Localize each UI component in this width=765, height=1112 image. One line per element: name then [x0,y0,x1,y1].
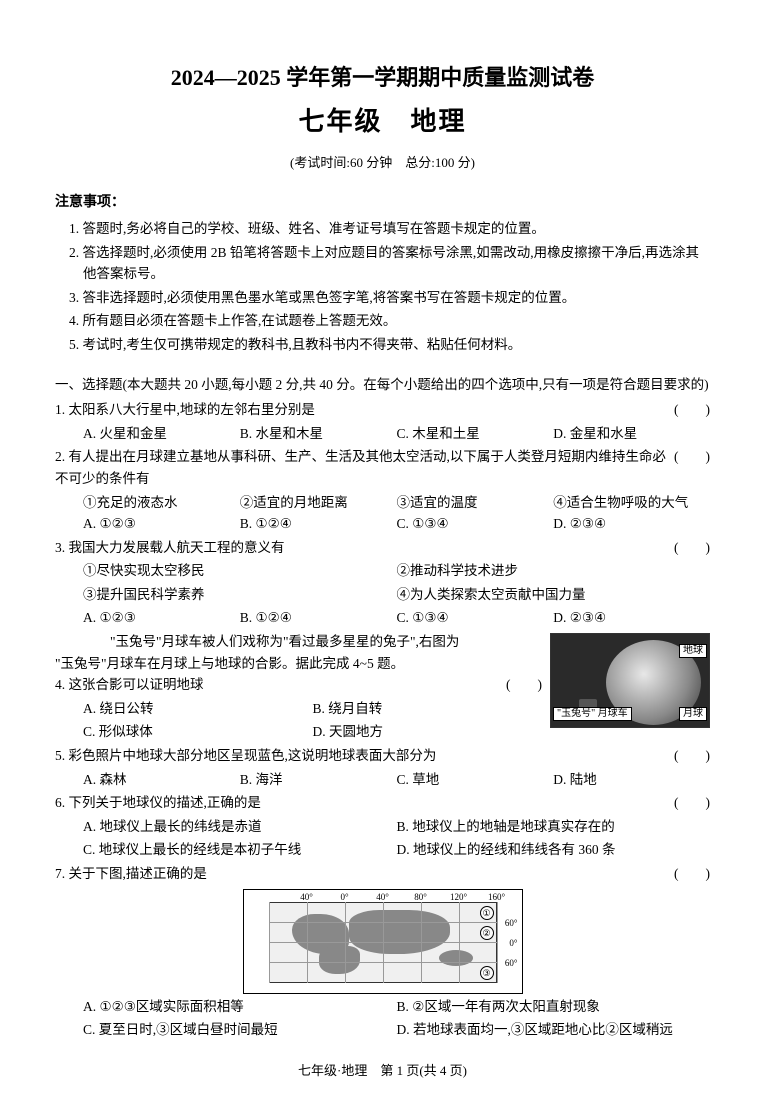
option-d: D. ②③④ [553,513,710,535]
page-footer: 七年级·地理 第 1 页(共 4 页) [55,1061,710,1082]
map-marker-1: ① [480,906,494,920]
subitem-2: ②适宜的月地距离 [240,492,397,514]
figure-world-map: 40° 0° 40° 80° 120° 160° 60° 0° 60° ① ② … [243,889,523,994]
question-7: 7. 关于下图,描述正确的是 ( ) [55,863,710,885]
question-7-options-row2: C. 夏至日时,③区域白昼时间最短 D. 若地球表面均一,③区域距地心比②区域稍… [55,1019,710,1041]
question-7-options-row1: A. ①②③区域实际面积相等 B. ②区域一年有两次太阳直射现象 [55,996,710,1018]
question-2-options: A. ①②③ B. ①②④ C. ①③④ D. ②③④ [55,513,710,535]
notice-item: 5. 考试时,考生仅可携带规定的教科书,且教科书内不得夹带、粘贴任何材料。 [83,334,710,356]
question-6-options-row1: A. 地球仪上最长的纬线是赤道 B. 地球仪上的地轴是地球真实存在的 [55,816,710,838]
lon-label: 80° [414,890,427,904]
question-1: 1. 太阳系八大行星中,地球的左邻右里分别是 ( ) [55,399,710,421]
option-a: A. 绕日公转 [83,698,313,720]
option-c: C. ①③④ [397,513,554,535]
option-a: A. 地球仪上最长的纬线是赤道 [83,816,397,838]
question-3-options: A. ①②③ B. ①②④ C. ①③④ D. ②③④ [55,607,710,629]
subitem-1: ①充足的液态水 [83,492,240,514]
answer-blank: ( ) [666,745,710,767]
lat-label: 0° [509,936,517,950]
option-a: A. 森林 [83,769,240,791]
label-earth: 地球 [679,644,707,658]
lon-label: 40° [300,890,313,904]
answer-blank: ( ) [498,674,542,696]
lon-label: 40° [376,890,389,904]
label-rover: "玉兔号" 月球车 [553,707,632,721]
option-b: B. ①②④ [240,513,397,535]
notice-item: 4. 所有题目必须在答题卡上作答,在试题卷上答题无效。 [83,310,710,332]
option-b: B. 绕月自转 [313,698,543,720]
question-3-subitems-row2: ③提升国民科学素养 ④为人类探索太空贡献中国力量 [55,584,710,606]
subitem-3: ③提升国民科学素养 [83,584,397,606]
lat-label: 60° [505,916,518,930]
question-4-text: 4. 这张合影可以证明地球 [55,674,498,696]
exam-title-line2: 七年级 地理 [55,101,710,143]
lat-label: 60° [505,956,518,970]
option-c: C. ①③④ [397,607,554,629]
answer-blank: ( ) [666,863,710,885]
label-moon: 月球 [679,707,707,721]
question-4: 4. 这张合影可以证明地球 ( ) [55,674,710,696]
option-b: B. ②区域一年有两次太阳直射现象 [397,996,711,1018]
map-marker-2: ② [480,926,494,940]
option-a: A. ①②③区域实际面积相等 [83,996,397,1018]
question-2: 2. 有人提出在月球建立基地从事科研、生产、生活及其他太空活动,以下属于人类登月… [55,446,710,489]
question-2-subitems: ①充足的液态水 ②适宜的月地距离 ③适宜的温度 ④适合生物呼吸的大气 [55,492,710,514]
option-d: D. 陆地 [553,769,710,791]
question-3-text: 3. 我国大力发展载人航天工程的意义有 [55,537,666,559]
subitem-4: ④适合生物呼吸的大气 [553,492,710,514]
option-b: B. 海洋 [240,769,397,791]
subitem-4: ④为人类探索太空贡献中国力量 [397,584,711,606]
option-b: B. 地球仪上的地轴是地球真实存在的 [397,816,711,838]
option-d: D. 若地球表面均一,③区域距地心比②区域稍远 [397,1019,711,1041]
question-6: 6. 下列关于地球仪的描述,正确的是 ( ) [55,792,710,814]
question-3: 3. 我国大力发展载人航天工程的意义有 ( ) [55,537,710,559]
question-1-text: 1. 太阳系八大行星中,地球的左邻右里分别是 [55,399,666,421]
subitem-3: ③适宜的温度 [397,492,554,514]
option-c: C. 草地 [397,769,554,791]
answer-blank: ( ) [666,399,710,421]
lon-label: 0° [340,890,348,904]
exam-title-line1: 2024—2025 学年第一学期期中质量监测试卷 [55,60,710,95]
option-c: C. 夏至日时,③区域白昼时间最短 [83,1019,397,1041]
question-7-text: 7. 关于下图,描述正确的是 [55,863,666,885]
option-a: A. 火星和金星 [83,423,240,445]
option-c: C. 形似球体 [83,721,313,743]
question-5: 5. 彩色照片中地球大部分地区呈现蓝色,这说明地球表面大部分为 ( ) [55,745,710,767]
option-d: D. ②③④ [553,607,710,629]
question-5-options: A. 森林 B. 海洋 C. 草地 D. 陆地 [55,769,710,791]
option-a: A. ①②③ [83,513,240,535]
subitem-2: ②推动科学技术进步 [397,560,711,582]
option-b: B. ①②④ [240,607,397,629]
question-4-options-row1: A. 绕日公转 B. 绕月自转 [55,698,542,720]
lon-label: 160° [488,890,505,904]
notice-list: 1. 答题时,务必将自己的学校、班级、姓名、准考证号填写在答题卡规定的位置。 2… [55,218,710,356]
section-1-header: 一、选择题(本大题共 20 小题,每小题 2 分,共 40 分。在每个小题给出的… [55,374,710,396]
question-6-options-row2: C. 地球仪上最长的经线是本初子午线 D. 地球仪上的经线和纬线各有 360 条 [55,839,710,861]
option-d: D. 金星和水星 [553,423,710,445]
answer-blank: ( ) [666,537,710,559]
question-5-text: 5. 彩色照片中地球大部分地区呈现蓝色,这说明地球表面大部分为 [55,745,666,767]
subitem-1: ①尽快实现太空移民 [83,560,397,582]
notice-header: 注意事项： [55,192,710,214]
question-4-options-row2: C. 形似球体 D. 天圆地方 [55,721,542,743]
question-6-text: 6. 下列关于地球仪的描述,正确的是 [55,792,666,814]
option-d: D. 地球仪上的经线和纬线各有 360 条 [397,839,711,861]
map-marker-3: ③ [480,966,494,980]
option-b: B. 水星和木星 [240,423,397,445]
exam-subtitle: (考试时间:60 分钟 总分:100 分) [55,153,710,174]
option-a: A. ①②③ [83,607,240,629]
question-2-text: 2. 有人提出在月球建立基地从事科研、生产、生活及其他太空活动,以下属于人类登月… [55,446,666,489]
answer-blank: ( ) [666,792,710,814]
notice-item: 3. 答非选择题时,必须使用黑色墨水笔或黑色签字笔,将答案书写在答题卡规定的位置… [83,287,710,309]
answer-blank: ( ) [666,446,710,468]
notice-item: 2. 答选择题时,必须使用 2B 铅笔将答题卡上对应题目的答案标号涂黑,如需改动… [83,242,710,285]
question-1-options: A. 火星和金星 B. 水星和木星 C. 木星和土星 D. 金星和水星 [55,423,710,445]
lon-label: 120° [450,890,467,904]
option-c: C. 木星和土星 [397,423,554,445]
notice-item: 1. 答题时,务必将自己的学校、班级、姓名、准考证号填写在答题卡规定的位置。 [83,218,710,240]
option-d: D. 天圆地方 [313,721,543,743]
option-c: C. 地球仪上最长的经线是本初子午线 [83,839,397,861]
question-3-subitems-row1: ①尽快实现太空移民 ②推动科学技术进步 [55,560,710,582]
